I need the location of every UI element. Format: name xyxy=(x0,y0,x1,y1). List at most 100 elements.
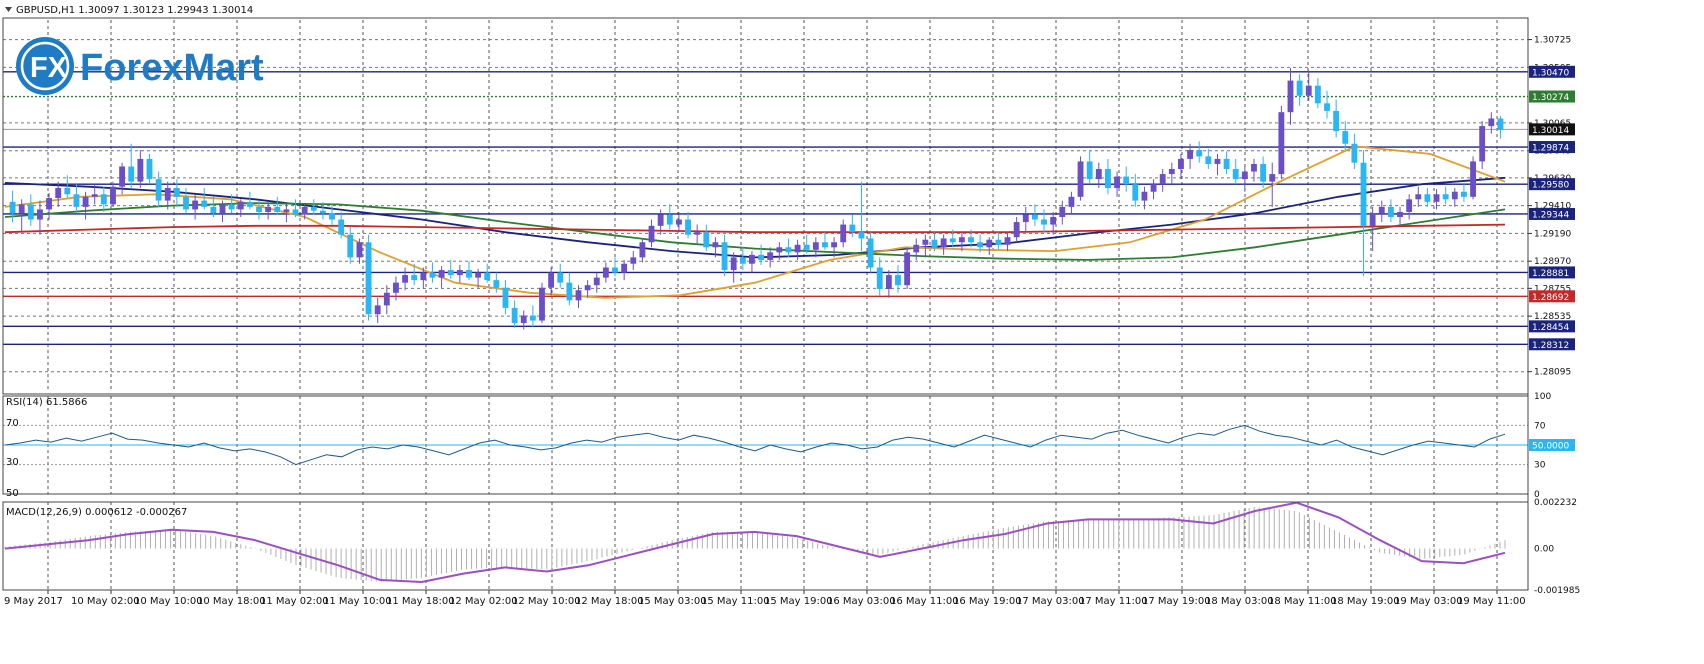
level-price-badge xyxy=(1529,207,1575,220)
candle-body xyxy=(557,272,564,283)
level-price-label: 1.30470 xyxy=(1532,68,1569,78)
candle-body xyxy=(1123,176,1130,185)
time-label: 16 May 03:00 xyxy=(827,596,896,607)
macd-signal-line xyxy=(4,501,1506,584)
candle-body xyxy=(246,201,253,207)
rsi-level-badge xyxy=(1529,439,1575,451)
candle-body xyxy=(292,209,299,215)
macd-scale-label: 0.002232 xyxy=(1534,498,1577,508)
candle-body xyxy=(128,166,135,182)
time-label: 15 May 11:00 xyxy=(701,596,770,607)
time-label: 18 May 03:00 xyxy=(1205,596,1274,607)
candle-body xyxy=(749,254,755,264)
candle-body xyxy=(155,179,162,201)
candle-body xyxy=(1296,80,1303,96)
candle-body xyxy=(164,187,171,201)
candle-body xyxy=(1095,169,1102,180)
candle-body xyxy=(82,196,89,207)
candle-body xyxy=(794,244,801,253)
candle-body xyxy=(1333,110,1340,132)
level-price-label: 1.29874 xyxy=(1532,144,1569,154)
candle-body xyxy=(995,239,1002,245)
candle-body xyxy=(1004,237,1011,245)
candle-body xyxy=(146,158,153,180)
candle-body xyxy=(173,187,180,197)
level-price-label: 1.28692 xyxy=(1532,293,1569,303)
candle-body xyxy=(849,224,856,233)
candle-body xyxy=(1050,216,1057,225)
candle-body xyxy=(739,257,746,264)
candle-body xyxy=(1369,213,1376,226)
candle-body xyxy=(520,315,527,324)
candle-body xyxy=(584,285,591,291)
candle-body xyxy=(712,242,719,248)
moving-average-line xyxy=(4,223,1506,234)
candle-body xyxy=(1022,214,1029,223)
candle-body xyxy=(621,263,628,273)
candle-body xyxy=(1378,206,1385,214)
rsi-scale-label: 100 xyxy=(1534,392,1551,402)
rsi-scale-label: 0 xyxy=(1534,490,1540,500)
candle-body xyxy=(831,242,838,248)
candle-body xyxy=(447,270,454,276)
moving-average-line xyxy=(4,202,1506,261)
level-price-badge xyxy=(1529,123,1575,136)
logo-circle-icon xyxy=(16,37,74,95)
candle-body xyxy=(475,272,482,278)
rsi-scale-label: 70 xyxy=(1534,421,1546,431)
candle-body xyxy=(91,194,98,197)
candle-body xyxy=(1406,199,1413,212)
candle-body xyxy=(466,270,472,278)
candle-body xyxy=(1360,162,1367,226)
candle-body xyxy=(365,242,372,315)
candle-body xyxy=(256,206,262,212)
candle-body xyxy=(758,254,764,260)
level-price-badge xyxy=(1529,338,1575,351)
candle-body xyxy=(1397,211,1403,217)
candle-body xyxy=(1251,163,1257,172)
candle-body xyxy=(858,232,865,239)
candle-body xyxy=(986,239,993,248)
candle-body xyxy=(1451,191,1458,200)
candle-body xyxy=(575,290,582,301)
candle-body xyxy=(602,267,609,278)
candle-body xyxy=(675,219,682,225)
candle-body xyxy=(803,244,810,250)
candle-body xyxy=(1269,174,1276,182)
candle-body xyxy=(55,187,62,199)
candle-body xyxy=(785,247,792,253)
candle-body xyxy=(812,242,819,250)
candle-body xyxy=(767,252,774,260)
candle-body xyxy=(1105,169,1111,188)
candle-body xyxy=(110,186,116,205)
level-price-label: 1.28881 xyxy=(1532,269,1569,279)
candle-body xyxy=(776,247,783,253)
candle-body xyxy=(1205,156,1212,164)
macd-label: MACD(12,26,9) 0.000612 -0.000267 xyxy=(6,507,187,518)
moving-average-line xyxy=(4,176,1506,259)
time-label: 17 May 19:00 xyxy=(1142,596,1211,607)
macd-scale-label: 0.00 xyxy=(1534,545,1554,555)
candle-body xyxy=(822,242,828,248)
candle-body xyxy=(37,209,43,220)
time-label: 11 May 18:00 xyxy=(386,596,455,607)
level-price-badge xyxy=(1529,266,1575,279)
candle-body xyxy=(219,204,226,214)
time-label: 10 May 18:00 xyxy=(197,596,266,607)
candle-body xyxy=(1415,194,1422,200)
time-label: 17 May 11:00 xyxy=(1079,596,1148,607)
price-tick-label: 1.29410 xyxy=(1534,202,1571,212)
candle-body xyxy=(1132,184,1139,201)
candle-body xyxy=(64,187,71,195)
candle-body xyxy=(1342,131,1349,144)
time-label: 16 May 19:00 xyxy=(953,596,1022,607)
time-label: 10 May 02:00 xyxy=(71,596,140,607)
candle-body xyxy=(1470,161,1476,197)
level-price-badge xyxy=(1529,90,1575,103)
candle-body xyxy=(383,292,390,306)
candle-body xyxy=(119,166,126,187)
price-tick-label: 1.30725 xyxy=(1534,36,1571,46)
time-label: 10 May 10:00 xyxy=(134,596,203,607)
candle-body xyxy=(1488,118,1495,127)
